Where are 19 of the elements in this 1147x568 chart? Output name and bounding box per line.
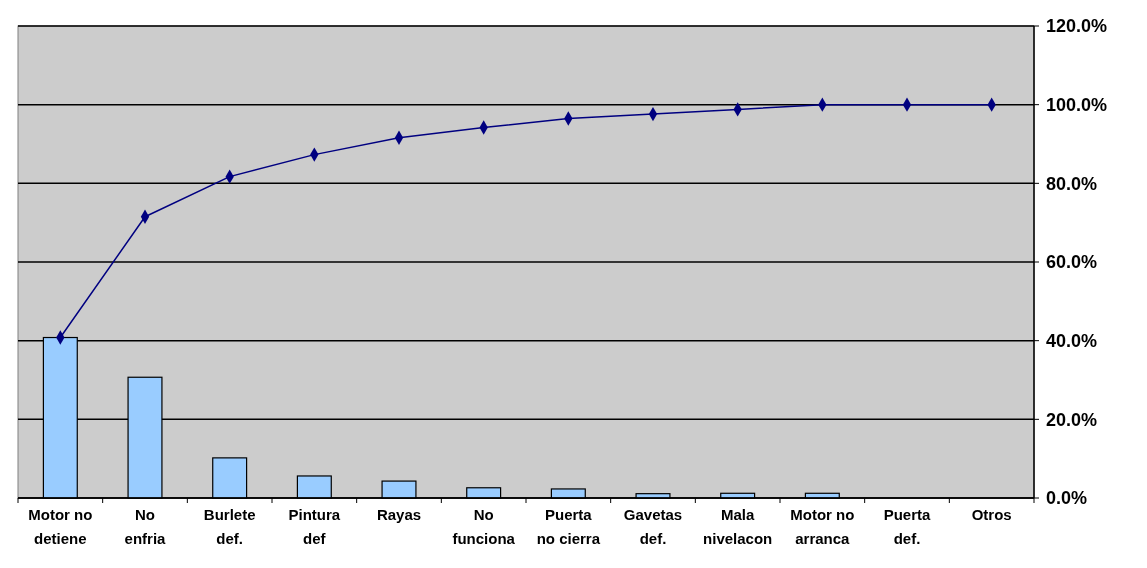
y-tick-label: 120.0% [1046,16,1108,37]
x-tick-label: Otros [971,506,1012,523]
x-tick-label: Motor no detiene [28,506,93,547]
x-tick-label: Puerta no cierra [536,506,601,547]
x-tick-label: Motor no arranca [790,506,855,547]
x-tick-label: No funciona [452,506,516,547]
y-tick-label: 80.0% [1046,173,1098,194]
x-tick-label: Pintura def [288,506,341,547]
x-tick-label: Burlete def. [203,506,256,547]
x-tick-label: No enfria [124,506,167,547]
x-tick-label: Puerta def. [883,506,931,547]
y-tick-label: 40.0% [1046,330,1098,351]
y-tick-label: 0.0% [1046,488,1088,509]
x-tick-label: Gavetas def. [623,506,683,547]
x-tick-label: Rayas [376,506,422,523]
y-tick-label: 20.0% [1046,409,1098,430]
y-tick-label: 100.0% [1046,94,1108,115]
y-tick-label: 60.0% [1046,252,1098,273]
x-tick-label: Mala nivelacon [703,506,773,547]
